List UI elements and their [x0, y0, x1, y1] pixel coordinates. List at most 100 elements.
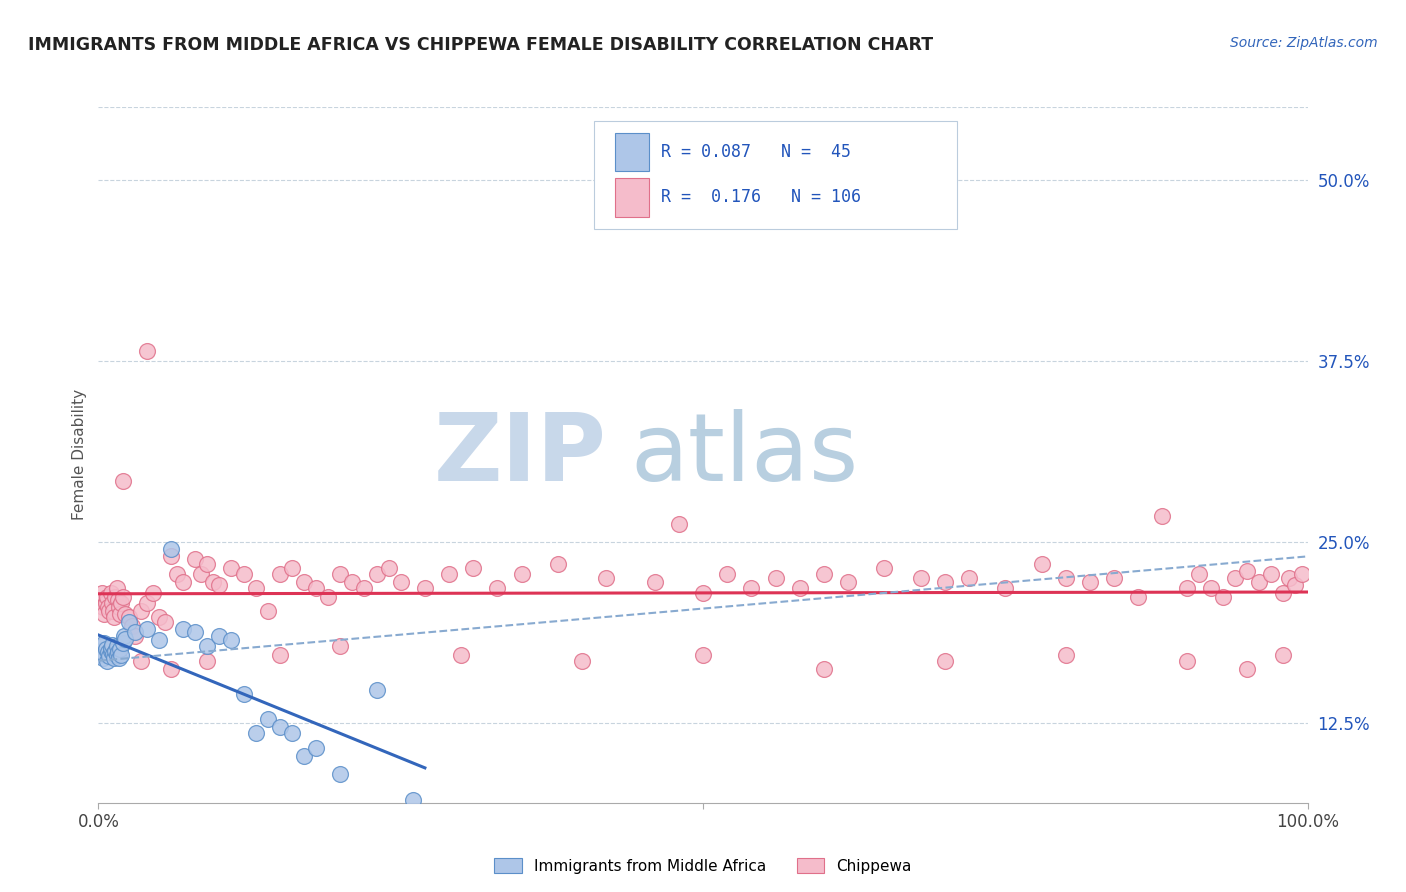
Point	[195, 557, 218, 571]
Point	[1102, 571, 1125, 585]
FancyBboxPatch shape	[614, 178, 648, 217]
Point	[190, 566, 212, 581]
Point	[97, 645, 120, 659]
Point	[110, 596, 132, 610]
Point	[93, 636, 115, 650]
Point	[135, 596, 157, 610]
Point	[1249, 575, 1271, 590]
Point	[281, 726, 304, 740]
Point	[105, 582, 128, 596]
Point	[232, 566, 254, 581]
Point	[316, 590, 339, 604]
Point	[129, 654, 152, 668]
Point	[94, 596, 117, 610]
Text: IMMIGRANTS FROM MIDDLE AFRICA VS CHIPPEWA FEMALE DISABILITY CORRELATION CHART: IMMIGRANTS FROM MIDDLE AFRICA VS CHIPPEW…	[28, 36, 934, 54]
Point	[1284, 578, 1306, 592]
Point	[644, 575, 666, 590]
Point	[160, 549, 183, 564]
Point	[104, 643, 127, 657]
Point	[547, 557, 569, 571]
Point	[94, 642, 117, 657]
Point	[256, 605, 278, 619]
Point	[129, 605, 152, 619]
Point	[160, 662, 183, 677]
Point	[740, 582, 762, 596]
Point	[124, 629, 146, 643]
Point	[329, 640, 352, 654]
Point	[1175, 654, 1198, 668]
Point	[1199, 582, 1222, 596]
Point	[103, 610, 125, 624]
Point	[153, 615, 176, 629]
Point	[450, 648, 472, 662]
Point	[1031, 557, 1053, 571]
Point	[114, 607, 136, 622]
Point	[342, 575, 364, 590]
Point	[510, 566, 533, 581]
Point	[1278, 571, 1301, 585]
Point	[765, 571, 787, 585]
Point	[97, 600, 120, 615]
Point	[160, 542, 183, 557]
Point	[101, 605, 124, 619]
Point	[89, 643, 111, 657]
Point	[1272, 648, 1295, 662]
Point	[107, 593, 129, 607]
Text: atlas: atlas	[630, 409, 859, 501]
Point	[1212, 590, 1234, 604]
Point	[202, 575, 225, 590]
Point	[100, 640, 122, 655]
Point	[91, 600, 114, 615]
Point	[269, 648, 291, 662]
Point	[245, 582, 267, 596]
Point	[96, 590, 118, 604]
Point	[103, 651, 125, 665]
Point	[837, 575, 859, 590]
Point	[1054, 648, 1077, 662]
Point	[104, 590, 127, 604]
Point	[142, 585, 165, 599]
Point	[110, 648, 132, 662]
Y-axis label: Female Disability: Female Disability	[72, 389, 87, 521]
Point	[813, 566, 835, 581]
Point	[100, 638, 122, 652]
Point	[105, 640, 128, 654]
FancyBboxPatch shape	[614, 133, 648, 171]
Point	[437, 566, 460, 581]
Point	[1236, 662, 1258, 677]
Point	[124, 624, 146, 639]
Point	[91, 585, 114, 599]
Point	[910, 571, 932, 585]
Point	[221, 561, 243, 575]
Point	[184, 624, 207, 639]
Point	[813, 662, 835, 677]
Point	[486, 582, 509, 596]
Point	[245, 726, 267, 740]
Point	[108, 651, 131, 665]
Point	[96, 654, 118, 668]
Point	[692, 648, 714, 662]
Point	[1188, 566, 1211, 581]
Point	[256, 712, 278, 726]
Point	[98, 605, 121, 619]
Point	[934, 654, 956, 668]
Point	[98, 649, 121, 664]
Point	[957, 571, 980, 585]
Point	[114, 632, 136, 646]
Point	[91, 640, 114, 654]
Point	[571, 654, 593, 668]
Point	[108, 642, 131, 657]
Point	[90, 648, 112, 662]
Point	[111, 590, 134, 604]
Point	[1054, 571, 1077, 585]
Point	[101, 647, 124, 661]
Point	[195, 654, 218, 668]
Point	[148, 633, 170, 648]
Point	[668, 517, 690, 532]
Point	[1128, 590, 1150, 604]
Point	[135, 622, 157, 636]
Point	[329, 767, 352, 781]
Point	[91, 651, 114, 665]
Point	[994, 582, 1017, 596]
Point	[1272, 585, 1295, 599]
